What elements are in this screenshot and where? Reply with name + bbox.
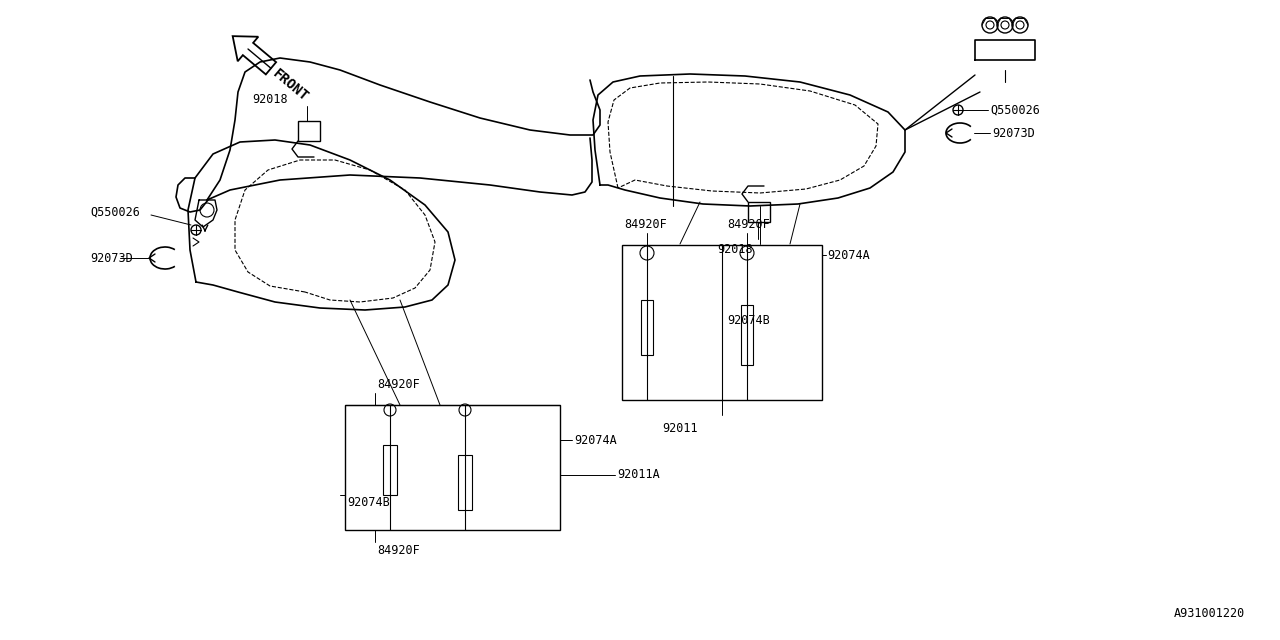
Bar: [346, 405, 561, 530]
Text: 92074A: 92074A: [573, 433, 617, 447]
Text: A931001220: A931001220: [1174, 607, 1245, 620]
Bar: [741, 305, 753, 365]
Bar: [748, 202, 771, 222]
Text: 84920F: 84920F: [625, 218, 667, 231]
Text: 84920F: 84920F: [727, 218, 769, 231]
Text: 84920F: 84920F: [378, 378, 420, 391]
Bar: [622, 245, 822, 400]
Text: 92073D: 92073D: [90, 252, 133, 264]
Text: 92018: 92018: [717, 243, 753, 255]
Text: 92074B: 92074B: [347, 495, 389, 509]
Text: 92074B: 92074B: [727, 314, 769, 326]
Bar: [458, 455, 472, 510]
Text: Q550026: Q550026: [989, 104, 1039, 116]
Text: 92018: 92018: [252, 93, 288, 106]
Text: FRONT: FRONT: [270, 66, 311, 104]
Text: 92011: 92011: [662, 422, 698, 435]
Text: 92073D: 92073D: [992, 127, 1034, 140]
Text: 92074A: 92074A: [827, 248, 869, 262]
Text: 84920F: 84920F: [378, 544, 420, 557]
Text: Q550026: Q550026: [90, 205, 140, 218]
Bar: [641, 300, 653, 355]
Text: 92011A: 92011A: [617, 468, 659, 481]
Bar: [298, 121, 320, 141]
Bar: [383, 445, 397, 495]
